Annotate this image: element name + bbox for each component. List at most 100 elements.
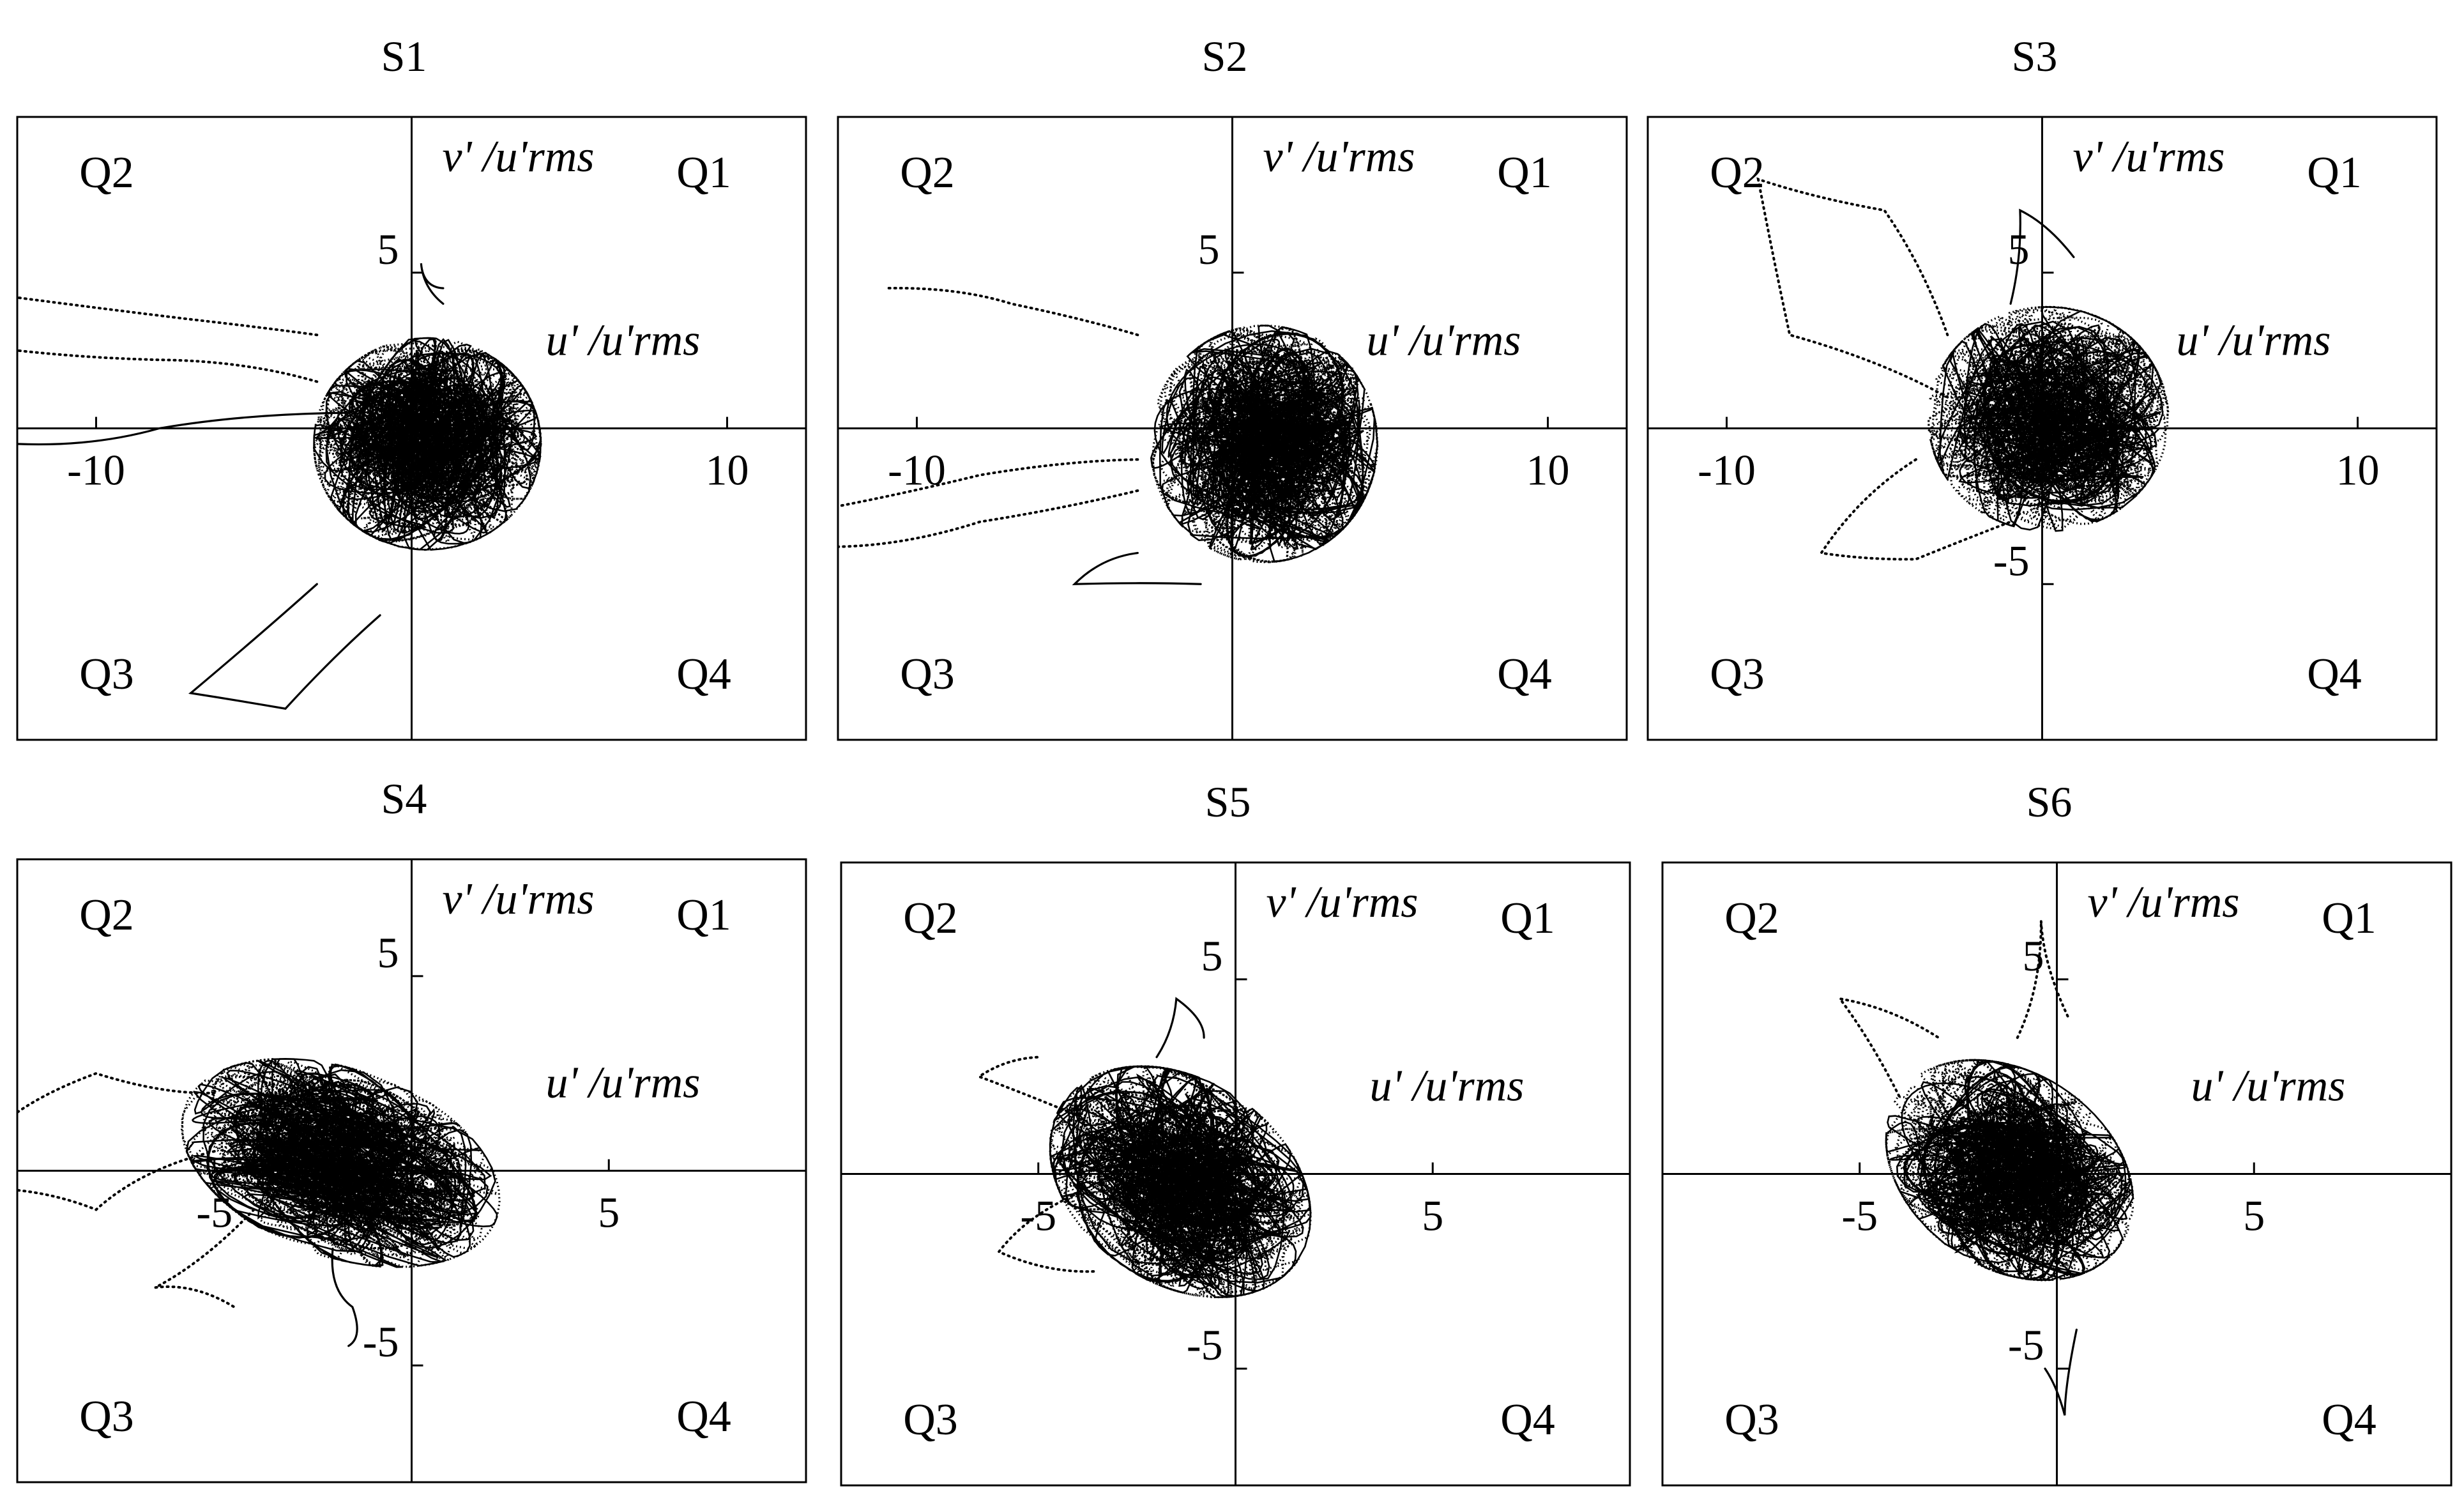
- trajectory-loop: [2000, 1156, 2104, 1246]
- quadrant-label-q1: Q1: [2307, 148, 2362, 197]
- trajectory-loop: [1933, 316, 2103, 453]
- trajectory-loop: [389, 388, 542, 480]
- panel-frame: [837, 116, 1628, 741]
- trajectory-layer-s6: [1837, 921, 2134, 1416]
- trajectory-excursion: [17, 349, 319, 383]
- trajectory-loop: [1113, 1145, 1297, 1298]
- trajectory-excursion: [838, 458, 1139, 508]
- quadrant-label-q4: Q4: [676, 650, 731, 699]
- trajectory-loop: [1196, 358, 1347, 464]
- trajectory-layer-s3: [1756, 177, 2170, 561]
- trajectory-loop: [1188, 365, 1261, 530]
- trajectory-excursion: [884, 286, 1139, 337]
- trajectory-loop: [1250, 371, 1338, 463]
- trajectory-loop: [1975, 357, 2129, 415]
- trajectory-loop: [208, 1069, 365, 1172]
- x-axis-label: u' /u'rms: [546, 316, 701, 365]
- trajectory-loop: [256, 1095, 381, 1212]
- x-tick-label: 10: [2336, 446, 2380, 494]
- panel-s5: S5 -5 5 5 -5 Q1 Q2 Q3 Q4 v' /u'rms u' /u'rms: [840, 778, 1631, 1487]
- trajectory-loop: [1996, 390, 2064, 532]
- trajectory-loop: [1949, 1137, 2128, 1280]
- trajectory-excursion: [188, 583, 381, 710]
- y-tick-label: 5: [1198, 225, 1220, 273]
- trajectory-loop: [1939, 336, 2085, 486]
- trajectory-loop: [1146, 1128, 1226, 1202]
- quadrant-label-q3: Q3: [903, 1395, 958, 1445]
- trajectory-loop: [411, 371, 525, 438]
- trajectory-loop: [1887, 1059, 2086, 1193]
- trajectory-loop: [1187, 325, 1297, 481]
- trajectory-loop: [306, 1110, 462, 1236]
- trajectory-loop: [320, 380, 433, 471]
- trajectory-loop: [1063, 1098, 1245, 1293]
- x-tick-label: -5: [1020, 1192, 1056, 1240]
- trajectory-loop: [1970, 1117, 2057, 1213]
- y-tick-label: 5: [377, 225, 399, 273]
- trajectory-loop: [2050, 1122, 2069, 1248]
- trajectory-loop: [2038, 360, 2100, 502]
- trajectory-loop: [1902, 1141, 2088, 1221]
- trajectory-loop: [1091, 1151, 1235, 1252]
- trajectory-loop: [2004, 337, 2046, 477]
- panel-title-s2: S2: [1202, 32, 1248, 80]
- trajectory-loop: [1990, 342, 2052, 400]
- quadrant-label-q1: Q1: [676, 148, 731, 197]
- trajectory-loop: [1961, 1132, 2129, 1276]
- y-tick-label: -5: [1993, 536, 2030, 585]
- y-axis-label: v' /u'rms: [443, 875, 595, 924]
- trajectory-loop: [1212, 408, 1303, 458]
- trajectory-loop: [1896, 1124, 2042, 1196]
- x-tick-label: 5: [598, 1188, 620, 1237]
- trajectory-loop: [316, 1086, 412, 1178]
- panel-title-s4: S4: [381, 774, 427, 823]
- quadrant-label-q3: Q3: [1724, 1395, 1779, 1445]
- panel-frame: [16, 116, 807, 741]
- trajectory-loop: [1077, 1133, 1190, 1224]
- trajectory-loop: [377, 344, 499, 457]
- trajectory-loop: [323, 1078, 461, 1198]
- trajectory-loop: [1192, 434, 1269, 542]
- x-tick-label: 5: [1422, 1192, 1443, 1240]
- trajectory-loop: [195, 1098, 420, 1219]
- trajectory-loop: [2053, 382, 2108, 466]
- trajectory-loop: [1057, 1065, 1225, 1169]
- trajectory-loop: [257, 1172, 412, 1219]
- x-tick-label: -5: [196, 1188, 232, 1237]
- trajectory-loop: [1286, 391, 1329, 558]
- trajectory-loop: [289, 1121, 385, 1268]
- quadrant-label-q1: Q1: [2322, 894, 2377, 943]
- trajectory-loop: [1959, 417, 2054, 462]
- trajectory-loop: [227, 1098, 462, 1229]
- trajectory-loop: [259, 1074, 393, 1183]
- trajectory-loop: [1995, 351, 2104, 512]
- trajectory-loop: [261, 1148, 368, 1230]
- trajectory-loop: [293, 1102, 470, 1206]
- trajectory-loop: [1229, 399, 1304, 559]
- trajectory-layer-s1: [17, 263, 542, 710]
- trajectory-loop: [1163, 342, 1307, 482]
- trajectory-loop: [237, 1131, 407, 1259]
- trajectory-loop: [1272, 419, 1323, 549]
- trajectory-loop: [325, 390, 441, 473]
- trajectory-loop: [1240, 356, 1348, 526]
- trajectory-loop: [1250, 411, 1299, 550]
- panel-title-s3: S3: [2012, 32, 2058, 80]
- trajectory-loop: [361, 402, 420, 470]
- trajectory-loop: [359, 391, 516, 519]
- trajectory-loop: [236, 1092, 432, 1177]
- trajectory-loop: [455, 355, 498, 480]
- trajectory-loop: [1093, 1113, 1289, 1253]
- trajectory-loop: [1926, 1071, 2018, 1227]
- trajectory-loop: [328, 1063, 478, 1223]
- trajectory-loop: [1982, 1141, 2110, 1264]
- trajectory-loop: [416, 345, 514, 489]
- trajectory-loop: [363, 437, 427, 533]
- trajectory-loop: [1969, 353, 2054, 452]
- y-tick-label: 5: [377, 928, 399, 977]
- trajectory-loop: [289, 1138, 476, 1255]
- trajectory-loop: [1147, 1082, 1263, 1232]
- trajectory-excursion: [838, 489, 1139, 548]
- trajectory-loop: [300, 1178, 444, 1227]
- trajectory-loop: [388, 374, 444, 513]
